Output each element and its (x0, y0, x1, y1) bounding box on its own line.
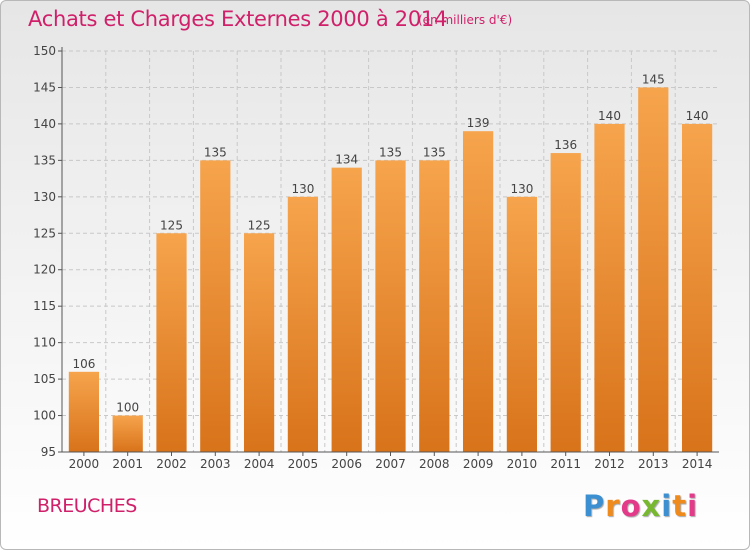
data-label-2012: 140 (598, 109, 621, 123)
bar-2012[interactable] (594, 123, 625, 452)
data-label-2002: 125 (160, 218, 183, 232)
x-tick-label: 2005 (288, 457, 319, 471)
x-tick-label: 2014 (682, 457, 713, 471)
x-tick-label: 2011 (550, 457, 581, 471)
logo-letter: i (661, 489, 673, 523)
y-tick-label: 105 (33, 372, 56, 386)
y-tick-label: 140 (33, 117, 56, 131)
data-label-2003: 135 (204, 145, 227, 159)
town-name: BREUCHES (37, 495, 137, 517)
logo-letter: x (641, 489, 662, 523)
y-tick-label: 115 (33, 299, 56, 313)
data-label-2005: 130 (291, 182, 314, 196)
logo-letter: P (583, 489, 606, 523)
data-label-2006: 134 (335, 153, 358, 167)
logo-letter: r (605, 489, 621, 523)
bar-2002[interactable] (156, 233, 187, 452)
y-tick-label: 100 (33, 409, 56, 423)
bar-2011[interactable] (550, 153, 581, 452)
x-tick-label: 2010 (507, 457, 538, 471)
data-label-2009: 139 (467, 116, 490, 130)
bar-2008[interactable] (419, 160, 450, 452)
bar-2005[interactable] (287, 196, 319, 452)
bar-2004[interactable] (243, 233, 275, 452)
data-label-2008: 135 (423, 145, 446, 159)
x-tick-label: 2003 (200, 457, 231, 471)
bar-2006[interactable] (331, 167, 362, 452)
x-tick-label: 2006 (331, 457, 362, 471)
data-labels: 106 100 125 135 125 130 134 135 135 139 130 136 140 1… (72, 72, 708, 414)
proxiti-logo[interactable]: Proxiti (583, 489, 698, 523)
chart-title: Achats et Charges Externes 2000 à 2014 (28, 7, 448, 31)
x-tick-label: 2004 (244, 457, 275, 471)
logo-letter: t (672, 489, 688, 523)
logo-letter: o (620, 489, 642, 523)
data-label-2007: 135 (379, 145, 402, 159)
y-tick-label: 135 (33, 153, 56, 167)
x-tick-label: 2009 (463, 457, 494, 471)
bar-2010[interactable] (506, 196, 538, 452)
data-label-2014: 140 (686, 109, 709, 123)
data-label-2010: 130 (510, 182, 533, 196)
y-tick-label: 145 (33, 80, 56, 94)
data-label-2000: 106 (72, 357, 95, 371)
bar-2009[interactable] (462, 131, 494, 452)
y-tick-label: 120 (33, 263, 56, 277)
x-tick-label: 2001 (112, 457, 143, 471)
x-tick-label: 2012 (594, 457, 625, 471)
data-label-2004: 125 (248, 218, 271, 232)
x-tick-label: 2008 (419, 457, 450, 471)
bar-2003[interactable] (200, 160, 231, 452)
data-label-2013: 145 (642, 72, 665, 86)
x-tick-label: 2002 (156, 457, 187, 471)
data-label-2001: 100 (116, 401, 139, 415)
axes: 95 100 105 110 115 120 125 130 135 140 145 150 2000 2… (33, 44, 719, 471)
data-label-2011: 136 (554, 138, 577, 152)
y-tick-label: 95 (41, 445, 56, 459)
bar-2013[interactable] (638, 87, 669, 453)
bars (68, 87, 713, 453)
y-tick-label: 150 (33, 44, 56, 58)
bar-2014[interactable] (681, 123, 713, 452)
y-tick-label: 125 (33, 226, 56, 240)
y-tick-label: 130 (33, 190, 56, 204)
chart-subtitle: (en milliers d'€) (418, 13, 513, 27)
bar-2001[interactable] (112, 415, 143, 452)
x-tick-label: 2013 (638, 457, 669, 471)
x-tick-label: 2007 (375, 457, 406, 471)
y-tick-label: 110 (33, 336, 56, 350)
x-tick-label: 2000 (69, 457, 100, 471)
logo-letter: i (687, 489, 699, 523)
bar-2000[interactable] (68, 371, 100, 452)
bar-2007[interactable] (375, 160, 406, 452)
